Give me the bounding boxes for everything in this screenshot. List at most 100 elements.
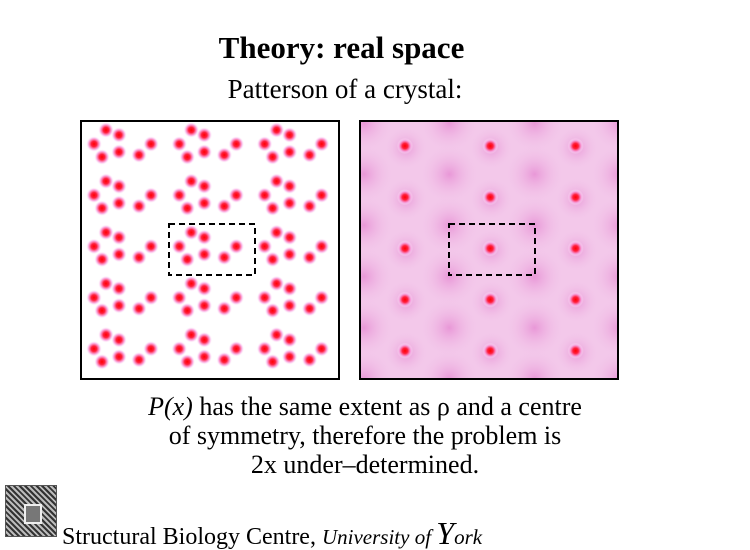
atom-peak: [179, 353, 196, 370]
atom-peak: [111, 229, 127, 246]
patterson-background: [419, 297, 480, 358]
atom-peak: [86, 238, 102, 255]
crystal-density-image: [86, 122, 330, 370]
atom-peak: [171, 289, 188, 306]
atom-peak: [313, 136, 330, 152]
atom-peak: [268, 224, 285, 241]
atom-peak: [86, 187, 102, 204]
patterson-background: [419, 144, 480, 205]
patterson-function: P(x): [148, 392, 193, 421]
atom-peak: [281, 280, 298, 297]
patterson-map-panel: [359, 120, 619, 380]
atom-peak: [98, 122, 114, 138]
atom-peak: [111, 331, 127, 348]
atom-peak: [268, 275, 285, 292]
atom-peak: [216, 147, 233, 163]
atom-peak: [256, 340, 273, 357]
atom-peak: [281, 195, 298, 212]
caption-line1: has the same extent as ρ and a centre: [192, 392, 582, 421]
atom-peak: [179, 149, 196, 165]
patterson-background: [419, 246, 480, 307]
atom-peak: [111, 178, 127, 195]
atom-peak: [94, 149, 110, 165]
atom-peak: [98, 326, 114, 343]
patterson-origin-peak: [482, 342, 499, 359]
unit-cell-box: [168, 223, 256, 276]
atom-peak: [264, 200, 281, 217]
atom-peak: [216, 249, 233, 266]
atom-peak: [301, 198, 318, 215]
patterson-background: [589, 195, 617, 256]
atom-peak: [196, 195, 213, 212]
atom-peak: [281, 144, 298, 160]
atom-peak: [196, 144, 213, 160]
atom-peak: [111, 348, 127, 365]
atom-peak: [301, 351, 318, 368]
patterson-origin-peak: [482, 138, 499, 154]
atom-peak: [183, 275, 200, 292]
institution-logo: [5, 485, 57, 537]
patterson-origin-peak: [567, 342, 584, 359]
atom-peak: [281, 127, 298, 143]
atom-peak: [94, 302, 110, 319]
footer-university: University of: [321, 525, 437, 549]
atom-peak: [94, 251, 110, 268]
atom-peak: [171, 340, 188, 357]
patterson-origin-peak: [567, 138, 584, 154]
atom-peak: [216, 300, 233, 317]
atom-peak: [86, 289, 102, 306]
footer-york-initial: Y: [436, 515, 455, 550]
patterson-background: [419, 349, 480, 378]
atom-peak: [228, 289, 245, 306]
atom-peak: [281, 348, 298, 365]
atom-peak: [301, 147, 318, 163]
atom-peak: [268, 122, 285, 138]
atom-peak: [313, 187, 330, 204]
patterson-background: [504, 246, 565, 307]
atom-peak: [196, 297, 213, 314]
atom-peak: [179, 251, 196, 268]
atom-peak: [94, 353, 110, 370]
atom-peak: [264, 149, 281, 165]
patterson-origin-peak: [397, 189, 413, 206]
atom-peak: [256, 187, 273, 204]
footer-york-rest: ork: [454, 525, 483, 549]
atom-peak: [131, 351, 147, 368]
patterson-background: [361, 297, 394, 358]
patterson-background: [504, 349, 565, 378]
atom-peak: [143, 238, 159, 255]
patterson-origin-peak: [397, 138, 413, 154]
patterson-background: [504, 195, 565, 256]
patterson-origin-peak: [567, 240, 584, 257]
atom-peak: [98, 173, 114, 190]
atom-peak: [111, 246, 127, 263]
patterson-background: [589, 144, 617, 205]
atom-peak: [313, 238, 330, 255]
slide-subtitle: Patterson of a crystal:: [227, 74, 463, 104]
atom-peak: [256, 136, 273, 152]
patterson-origin-peak: [397, 291, 413, 308]
atom-peak: [281, 229, 298, 246]
atom-peak: [131, 300, 147, 317]
atom-peak: [196, 348, 213, 365]
caption: P(x) has the same extent as ρ and a cent…: [0, 392, 730, 479]
atom-peak: [183, 224, 200, 241]
patterson-origin-peak: [482, 240, 499, 257]
caption-line2: of symmetry, therefore the problem is: [168, 421, 562, 450]
patterson-background: [504, 122, 565, 153]
patterson-background: [504, 144, 565, 205]
patterson-background: [361, 195, 394, 256]
atom-peak: [183, 326, 200, 343]
atom-peak: [179, 302, 196, 319]
atom-peak: [111, 297, 127, 314]
patterson-background: [504, 297, 565, 358]
slide-title: Theory: real space: [218, 30, 465, 65]
caption-line3: 2x under–determined.: [250, 450, 480, 479]
patterson-origin-peak: [567, 291, 584, 308]
atom-peak: [196, 331, 213, 348]
crystal-density-panel: [80, 120, 340, 380]
atom-peak: [281, 246, 298, 263]
atom-peak: [143, 340, 159, 357]
atom-peak: [196, 178, 213, 195]
